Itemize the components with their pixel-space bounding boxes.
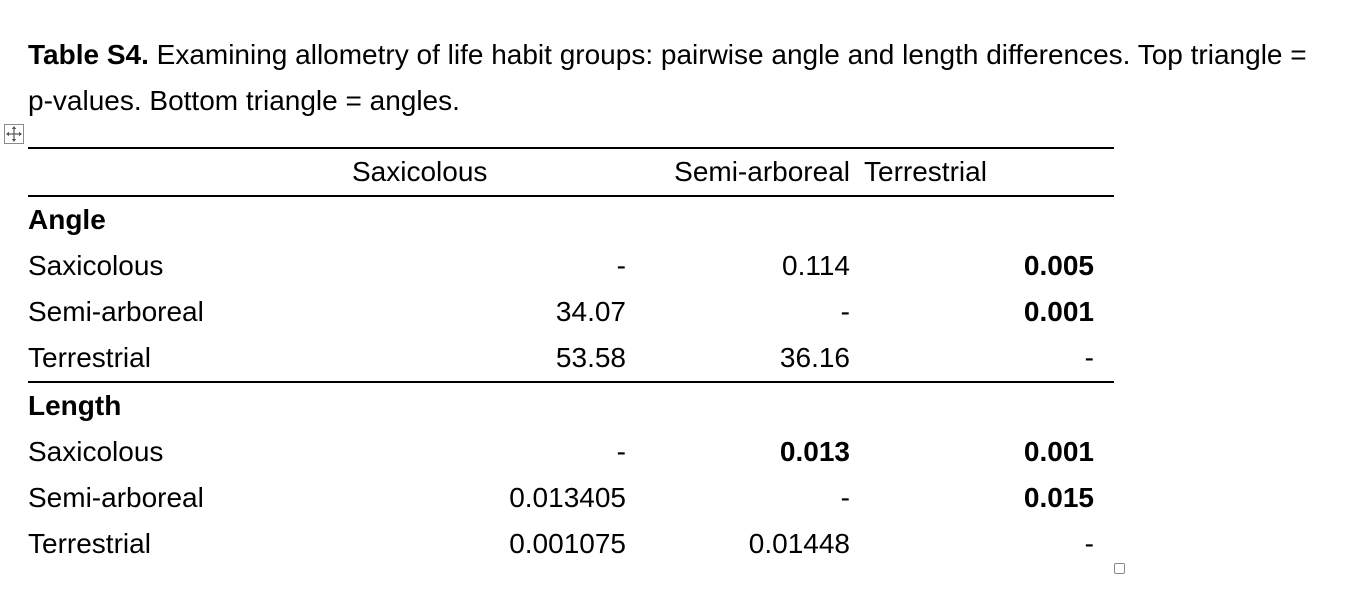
header-saxicolous: Saxicolous — [352, 147, 626, 197]
table-cell: - — [1084, 528, 1094, 559]
table-move-handle[interactable] — [4, 124, 24, 144]
table-cell: 0.015 — [1023, 482, 1094, 513]
section-header-angle: Angle — [28, 196, 1114, 243]
table-cell: 0.114 — [782, 250, 850, 281]
table-cell: - — [840, 482, 850, 513]
row-label: Terrestrial — [28, 528, 151, 559]
caption-label: Table S4. — [28, 39, 149, 70]
header-terrestrial: Terrestrial — [856, 147, 1114, 197]
table-cell: - — [616, 436, 626, 467]
table-cell: 0.005 — [1023, 250, 1094, 281]
move-arrows-icon — [6, 126, 22, 142]
section-title: Length — [28, 390, 122, 421]
table-cell: 0.013 — [779, 436, 850, 467]
resize-square-icon[interactable] — [1114, 563, 1125, 574]
table-cell: 53.58 — [352, 335, 626, 383]
table-row: Saxicolous - 0.114 0.005 — [28, 243, 1114, 289]
table-cell: - — [840, 296, 850, 327]
section-title: Angle — [28, 204, 106, 235]
table-cell: 34.07 — [555, 296, 626, 327]
table-cell: 0.001075 — [509, 528, 626, 559]
table-row: Saxicolous - 0.013 0.001 — [28, 429, 1114, 475]
table-row: Semi-arboreal 0.013405 - 0.015 — [28, 475, 1114, 521]
table-cell: 36.16 — [626, 335, 856, 383]
table-row: Terrestrial 53.58 36.16 - — [28, 335, 1114, 383]
header-cell-empty — [28, 147, 352, 197]
section-header-length: Length — [28, 382, 1114, 429]
table-row: Terrestrial 0.001075 0.01448 - — [28, 521, 1114, 567]
table-cell: - — [856, 335, 1114, 383]
table-cell: - — [616, 250, 626, 281]
table-cell: 0.013405 — [509, 482, 626, 513]
caption-text: Examining allometry of life habit groups… — [28, 39, 1307, 116]
header-semi-arboreal: Semi-arboreal — [626, 147, 856, 197]
row-label: Semi-arboreal — [28, 296, 204, 327]
row-label: Semi-arboreal — [28, 482, 204, 513]
pairwise-differences-table: Saxicolous Semi-arboreal Terrestrial Ang… — [28, 147, 1114, 567]
header-row: Saxicolous Semi-arboreal Terrestrial — [28, 147, 1114, 197]
row-label: Saxicolous — [28, 250, 164, 281]
table-cell: 0.001 — [1023, 296, 1094, 327]
table-caption: Table S4. Examining allometry of life ha… — [28, 32, 1338, 124]
table-row: Semi-arboreal 34.07 - 0.001 — [28, 289, 1114, 335]
table-cell: 0.01448 — [748, 528, 850, 559]
row-label: Terrestrial — [28, 335, 352, 383]
table-cell: 0.001 — [1023, 436, 1094, 467]
row-label: Saxicolous — [28, 436, 164, 467]
